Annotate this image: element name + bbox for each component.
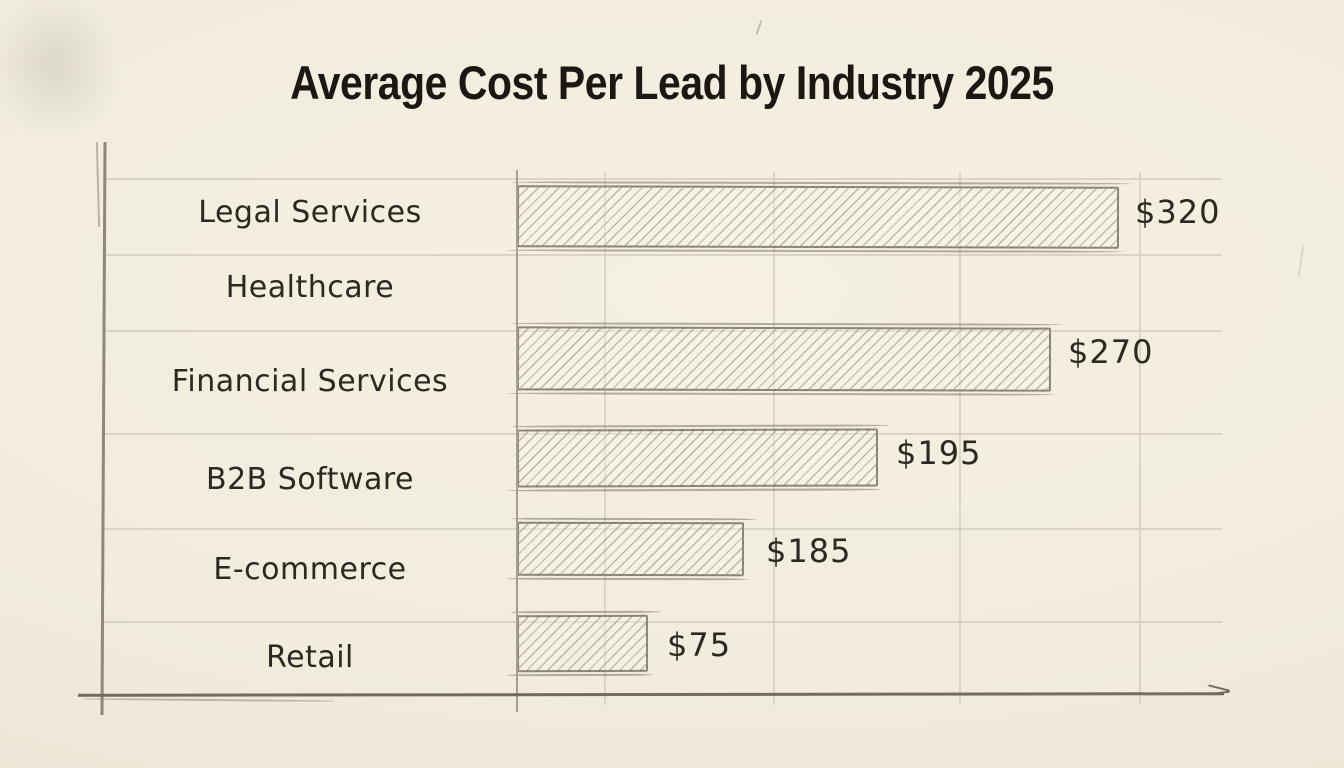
- bar: [516, 428, 879, 488]
- category-label: B2B Software: [205, 462, 415, 497]
- bar: [516, 521, 745, 577]
- value-label: $320: [1135, 193, 1221, 231]
- category-label: Financial Services: [171, 364, 449, 399]
- category-label: Legal Services: [198, 195, 422, 230]
- x-axis-overdraw-stroke: [83, 697, 335, 702]
- bar: [516, 326, 1052, 392]
- value-label: $185: [766, 532, 852, 570]
- value-label: $195: [896, 434, 982, 472]
- bar: [516, 185, 1120, 249]
- category-label: Retail: [266, 640, 354, 675]
- h-gridline: [103, 178, 1222, 180]
- bar-baseline-line: [516, 170, 518, 712]
- category-label: Healthcare: [225, 270, 395, 305]
- value-label: $75: [667, 626, 732, 664]
- h-gridline: [103, 254, 1222, 256]
- pencil-scratch: [1297, 245, 1304, 277]
- category-label: E-commerce: [213, 552, 407, 587]
- value-label: $270: [1068, 333, 1154, 371]
- x-axis-line: [77, 692, 1225, 697]
- paper-smudge: [0, 0, 150, 170]
- v-gridline: [1139, 172, 1141, 705]
- y-axis-overdraw-stroke: [95, 141, 100, 228]
- pencil-scratch: [755, 20, 763, 35]
- y-axis-line: [100, 141, 107, 716]
- h-gridline: [103, 621, 1222, 623]
- v-gridline: [959, 172, 961, 705]
- chart-title: Average Cost Per Lead by Industry 2025: [290, 56, 1054, 109]
- bar: [516, 614, 649, 673]
